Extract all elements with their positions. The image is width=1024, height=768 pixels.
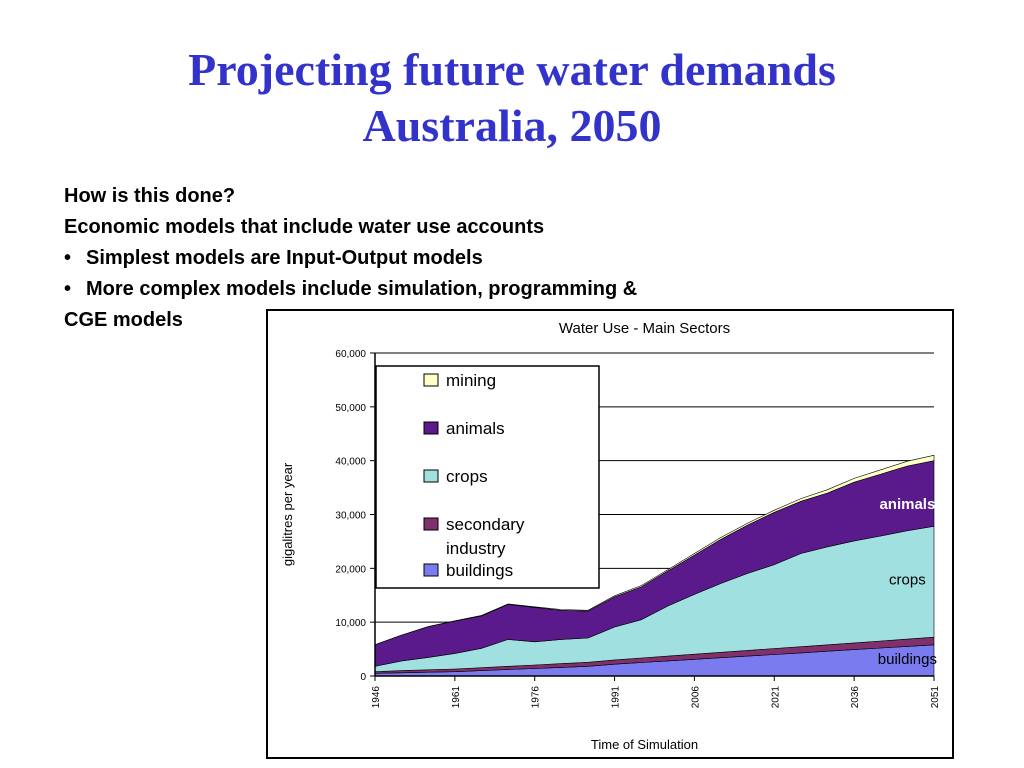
chart-title: Water Use - Main Sectors — [559, 320, 730, 337]
y-tick-label: 10,000 — [335, 618, 366, 629]
legend-label: secondary — [446, 515, 525, 534]
x-tick-label: 2051 — [930, 686, 941, 709]
title-line-2: Australia, 2050 — [362, 100, 662, 151]
slide-title: Projecting future water demands Australi… — [0, 42, 1024, 154]
chart-container: Water Use - Main Sectors 0 10,000 20,000 30,… — [266, 309, 954, 759]
x-tick-label: 1991 — [611, 686, 622, 709]
x-tick-label: 2021 — [770, 686, 781, 709]
bullet-mark: • — [64, 247, 72, 269]
y-axis-label: gigalitres per year — [280, 462, 295, 566]
x-tick-label: 2006 — [690, 686, 701, 709]
y-tick-label: 20,000 — [335, 564, 366, 575]
legend-label: mining — [446, 371, 496, 390]
y-tick-label: 40,000 — [335, 457, 366, 468]
legend-swatch — [423, 469, 439, 483]
y-tick-label: 30,000 — [335, 511, 366, 522]
water-use-chart: Water Use - Main Sectors 0 10,000 20,000 30,… — [280, 320, 941, 752]
bullet-line: • More complex models include simulation,… — [64, 274, 824, 305]
legend-swatch — [423, 563, 439, 577]
legend-box — [375, 365, 600, 589]
x-axis-label: Time of Simulation — [591, 737, 698, 752]
text-line: How is this done? — [64, 185, 236, 207]
text-line: Economic models that include water use a… — [64, 216, 545, 238]
title-line-1: Projecting future water demands — [188, 44, 836, 95]
area-series-mining — [374, 454, 935, 646]
body-text: How is this done? Economic models that i… — [64, 181, 824, 336]
legend-label: industry — [446, 539, 506, 558]
legend-label: buildings — [446, 561, 513, 580]
legend-label: crops — [446, 467, 488, 486]
x-tick-label: 1961 — [451, 686, 462, 709]
bullet-mark: • — [64, 278, 72, 300]
y-tick-label: 60,000 — [335, 349, 366, 360]
annotation-crops: crops — [889, 571, 926, 588]
legend-swatch — [423, 517, 439, 531]
legend-swatch — [423, 373, 439, 387]
x-tick-label: 2036 — [850, 686, 861, 709]
x-tick-label: 1946 — [371, 686, 382, 709]
text-line: CGE models — [64, 309, 183, 331]
annotation-animals: animals — [879, 496, 935, 513]
x-tick-label: 1976 — [531, 686, 542, 709]
annotation-buildings: buildings — [878, 651, 937, 668]
y-tick-label: 50,000 — [335, 403, 366, 414]
bullet-line: • Simplest models are Input-Output models — [64, 243, 824, 274]
legend-label: animals — [446, 419, 505, 438]
y-tick-label: 0 — [360, 672, 366, 683]
legend-swatch — [423, 421, 439, 435]
